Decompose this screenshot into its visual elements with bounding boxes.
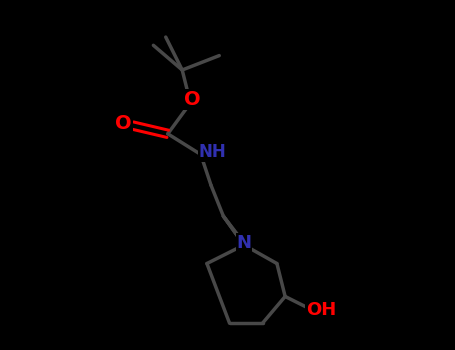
Text: N: N xyxy=(237,234,252,252)
Text: O: O xyxy=(184,90,201,109)
Text: O: O xyxy=(116,114,132,133)
Text: NH: NH xyxy=(198,144,226,161)
Text: OH: OH xyxy=(306,301,337,318)
